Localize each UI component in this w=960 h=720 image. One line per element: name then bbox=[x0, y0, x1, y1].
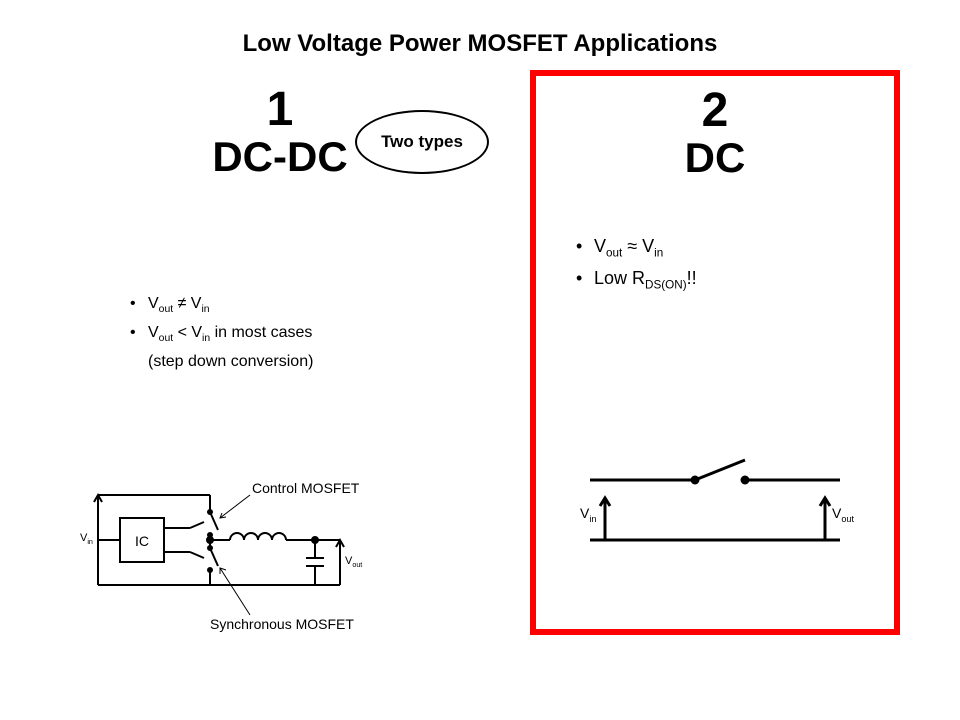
page-title: Low Voltage Power MOSFET Applications bbox=[0, 30, 960, 58]
dc-vout-label: Vout bbox=[832, 505, 877, 524]
left-bullets: Vout ≠ Vin Vout < Vin in most cases (ste… bbox=[130, 290, 313, 375]
left-bullet-1: Vout ≠ Vin bbox=[130, 290, 313, 319]
left-bullet-2: Vout < Vin in most cases bbox=[130, 319, 313, 348]
circuit-dcdc: IC Vin Vout Control MOSFET Synchronous M… bbox=[80, 440, 410, 660]
column-right-header: 2 DC bbox=[536, 86, 894, 180]
dcdc-vout-label: Vout bbox=[345, 555, 385, 569]
right-bullet-2: Low RDS(ON)!! bbox=[576, 263, 697, 295]
right-bullet-1: Vout ≈ Vin bbox=[576, 231, 697, 263]
sync-mosfet-label: Synchronous MOSFET bbox=[210, 616, 410, 632]
dc-vin-label: Vin bbox=[580, 505, 620, 524]
right-label: DC bbox=[536, 136, 894, 180]
circuit-dc-switch: Vin Vout bbox=[560, 420, 880, 570]
column-left-header: 1 DC-DC bbox=[90, 85, 470, 179]
left-number: 1 bbox=[90, 85, 470, 135]
right-bullets: Vout ≈ Vin Low RDS(ON)!! bbox=[576, 231, 697, 296]
right-number: 2 bbox=[536, 86, 894, 136]
left-label: DC-DC bbox=[90, 135, 470, 179]
left-bullet-2-sub: (step down conversion) bbox=[130, 348, 313, 375]
ic-label: IC bbox=[135, 533, 149, 549]
slide-root: Low Voltage Power MOSFET Applications Tw… bbox=[0, 0, 960, 720]
dcdc-vin-label: Vin bbox=[80, 532, 110, 546]
control-mosfet-label: Control MOSFET bbox=[252, 480, 402, 496]
